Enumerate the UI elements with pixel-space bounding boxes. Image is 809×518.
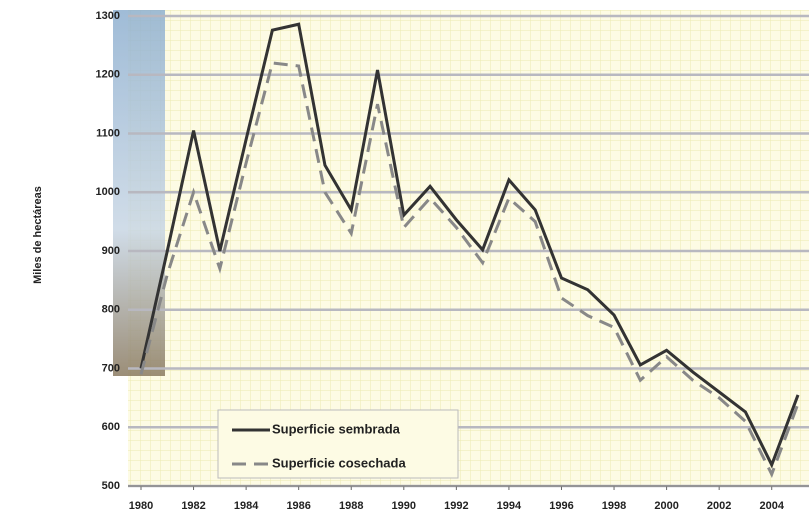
x-tick-label: 1994 [497,500,522,512]
y-tick-label: 1300 [96,10,120,22]
chart: Miles de hectáreas Superficie sembradaSu… [0,0,809,513]
x-tick-label: 1984 [234,500,259,512]
x-tick-label: 1990 [392,500,416,512]
y-tick-label: 700 [102,362,120,374]
x-tick-label: 1992 [444,500,468,512]
legend: Superficie sembrada Superficie cosechada [218,410,458,478]
x-tick-label: 1980 [129,500,153,512]
y-tick-label: 1200 [96,69,120,81]
legend-label: Superficie sembrada [272,421,401,436]
x-tick-label: 2000 [654,500,678,512]
x-tick-label: 1996 [549,500,573,512]
legend-label: Superficie cosechada [272,455,406,470]
y-tick-label: 900 [102,245,120,257]
y-tick-label: 800 [102,304,120,316]
y-tick-label: 600 [102,421,120,433]
y-tick-label: 500 [102,480,120,492]
y-axis-label: Miles de hectáreas [32,186,44,284]
x-tick-label: 1982 [181,500,205,512]
x-tick-label: 2004 [759,500,784,512]
y-tick-label: 1000 [96,186,120,198]
x-tick-label: 2002 [707,500,731,512]
x-tick-label: 1998 [602,500,626,512]
x-tick-label: 1986 [286,500,310,512]
x-tick-label: 1988 [339,500,363,512]
y-tick-label: 1100 [96,127,120,139]
